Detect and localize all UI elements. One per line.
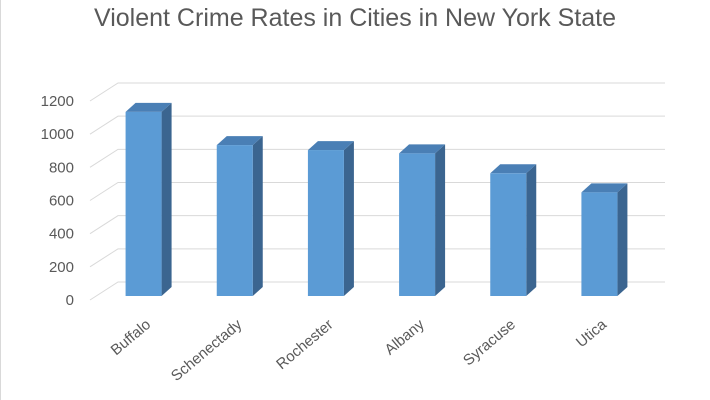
page-edge bbox=[0, 0, 1, 400]
bar-rochester bbox=[307, 141, 354, 296]
y-tick-label: 600 bbox=[49, 193, 74, 210]
gridline-2 bbox=[89, 215, 665, 235]
bar-syracuse bbox=[490, 164, 537, 296]
x-tick-label: Syracuse bbox=[460, 316, 519, 369]
bar-buffalo bbox=[125, 102, 172, 296]
x-tick-label: Utica bbox=[573, 316, 611, 351]
x-tick-label: Rochester bbox=[273, 316, 336, 373]
x-axis-ticks: Buffalo Schenectady Rochester Albany Syracus… bbox=[108, 316, 611, 385]
bar-side bbox=[343, 141, 354, 296]
gridline-6 bbox=[89, 82, 665, 102]
bar-top bbox=[216, 136, 263, 146]
gridlines bbox=[89, 82, 665, 301]
bar-top bbox=[490, 164, 537, 174]
chart-title: Violent Crime Rates in Cities in New Yor… bbox=[94, 4, 616, 32]
x-tick-label: Buffalo bbox=[108, 316, 155, 359]
gridline-3 bbox=[89, 182, 665, 201]
gridline-4 bbox=[89, 148, 665, 168]
bar-side bbox=[617, 183, 628, 296]
y-tick-label: 1000 bbox=[41, 126, 74, 143]
bars bbox=[125, 102, 628, 296]
bar-front bbox=[307, 150, 344, 296]
y-axis-ticks: 0 200 400 600 800 1000 1200 bbox=[41, 93, 74, 309]
y-tick-label: 200 bbox=[49, 259, 74, 276]
bar-side bbox=[435, 144, 446, 296]
bar-front bbox=[581, 192, 618, 296]
gridline-5 bbox=[89, 115, 665, 135]
bar-side bbox=[252, 136, 263, 296]
x-tick-label: Schenectady bbox=[168, 316, 246, 385]
bar-top bbox=[307, 141, 354, 151]
y-tick-label: 400 bbox=[49, 226, 74, 243]
bar-top bbox=[125, 102, 172, 112]
bar-front bbox=[490, 173, 527, 296]
gridline-0 bbox=[89, 281, 665, 301]
gridline-1 bbox=[89, 248, 665, 268]
bar-side bbox=[161, 102, 172, 296]
bar-front bbox=[216, 145, 253, 296]
bar-schenectady bbox=[216, 136, 263, 296]
bar-albany bbox=[399, 144, 446, 296]
y-tick-label: 1200 bbox=[41, 93, 74, 110]
bar-top bbox=[399, 144, 446, 154]
bar-side bbox=[526, 164, 537, 296]
bar-top bbox=[581, 183, 628, 193]
bar-utica bbox=[581, 183, 628, 296]
x-tick-label: Albany bbox=[382, 316, 428, 359]
y-tick-label: 0 bbox=[66, 292, 74, 309]
bar-front bbox=[125, 111, 162, 296]
bar-front bbox=[399, 153, 436, 296]
y-tick-label: 800 bbox=[49, 159, 74, 176]
